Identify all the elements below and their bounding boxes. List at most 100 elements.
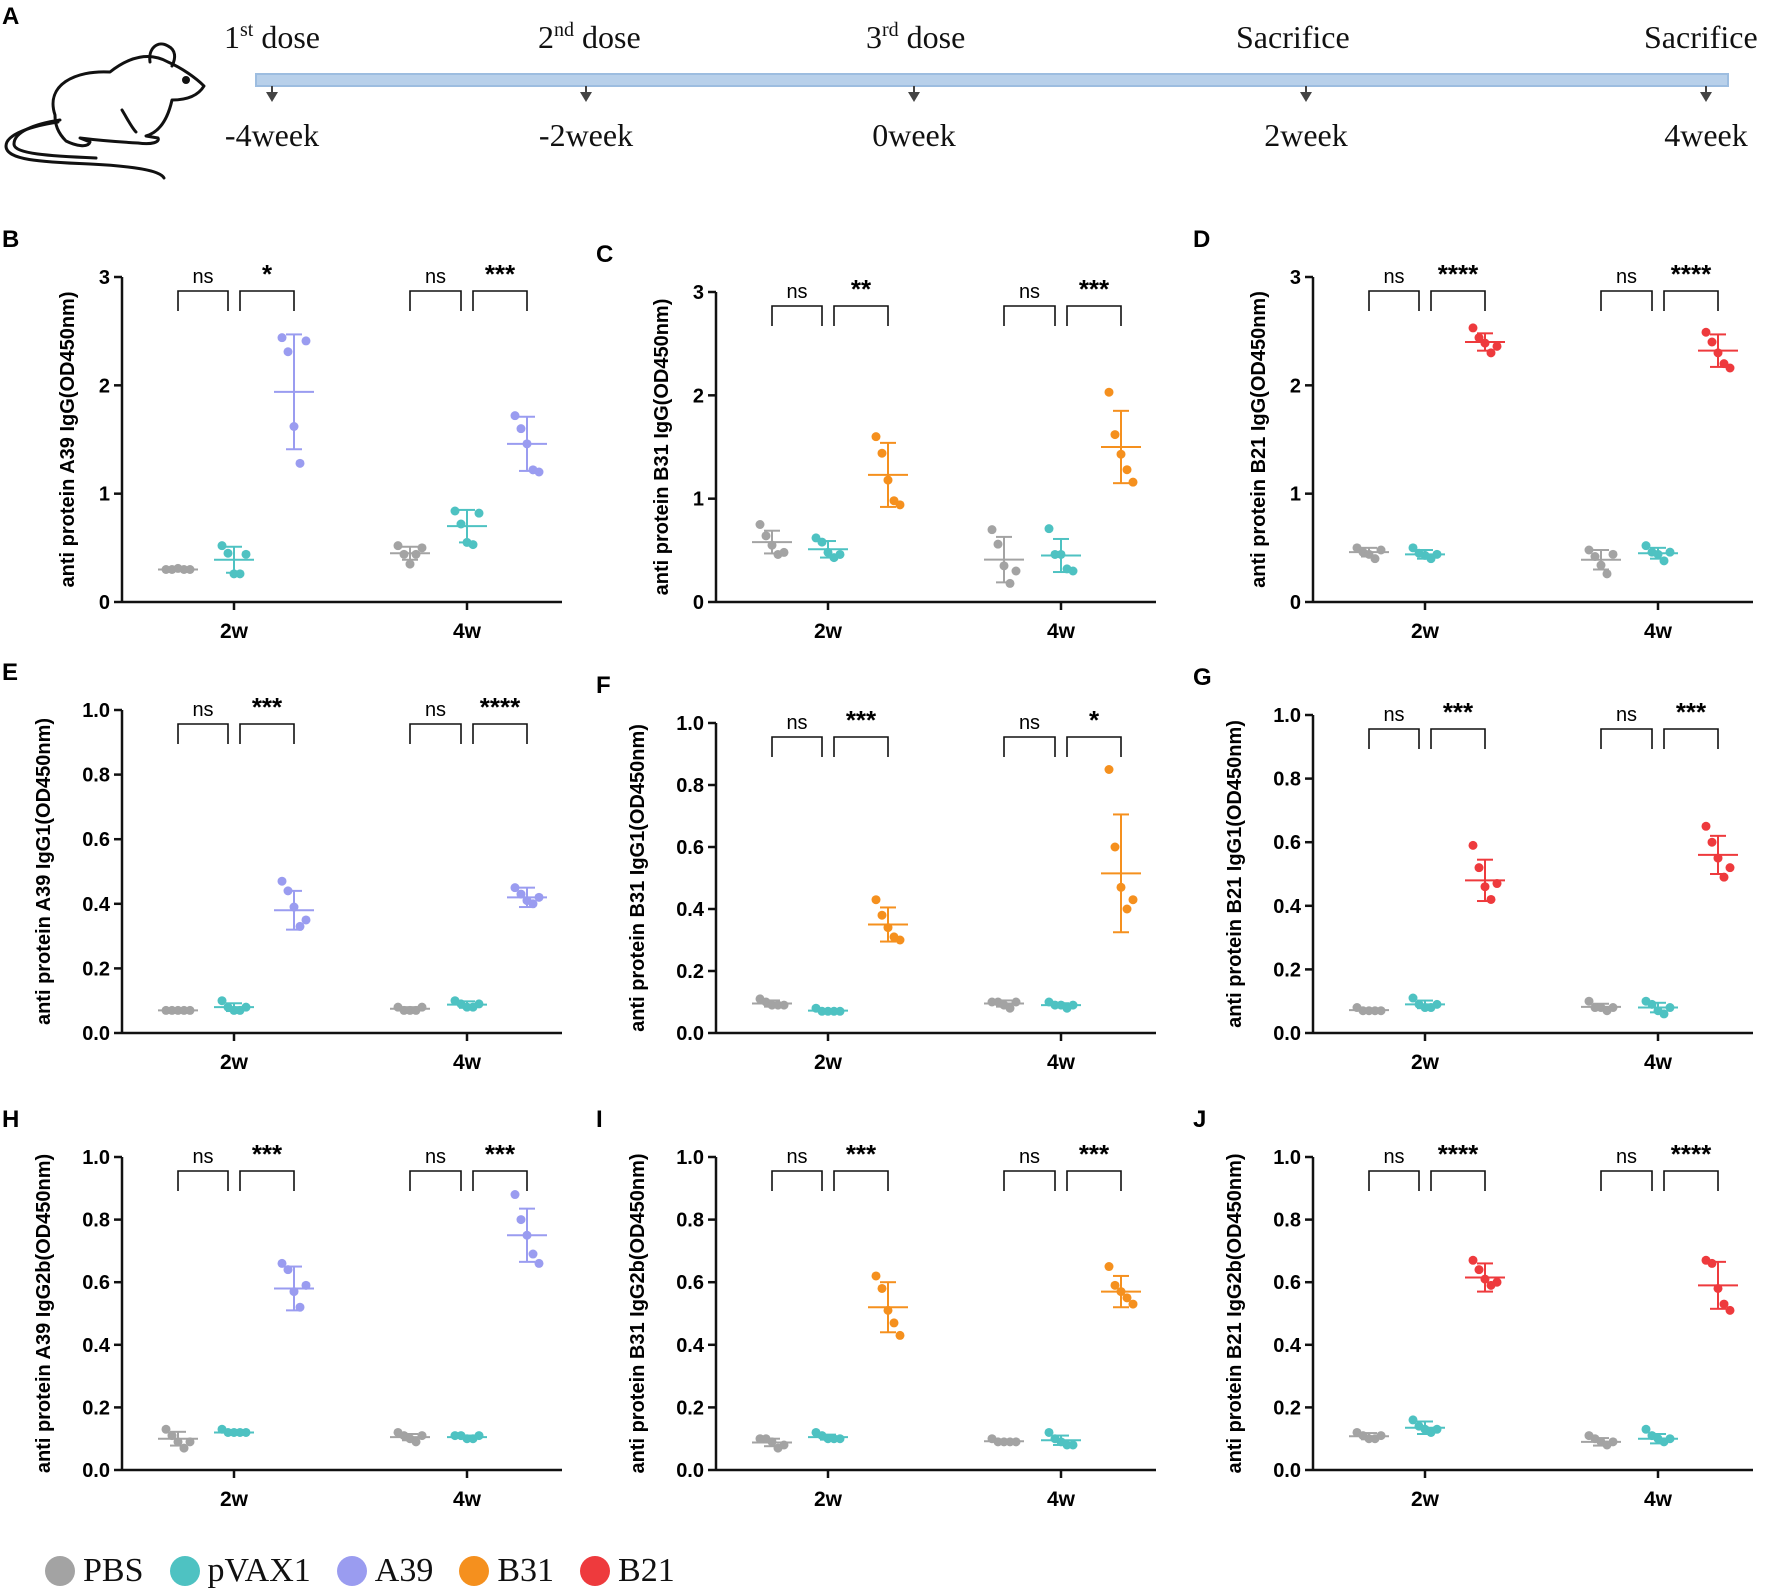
y-tick-label: 0.6 [82,829,110,851]
y-axis-label: anti protein A39 IgG2b(OD450nm) [33,1154,55,1473]
series-a39-2w [274,333,314,468]
data-point [817,537,827,547]
panel-letter: C [596,241,613,268]
series-b31-2w [868,1271,908,1340]
data-point [1056,549,1066,559]
chart-panel-d: D 0 1 2 3 anti protein B21 IgG(OD450nm) 2w 4w ns… [1193,226,1753,643]
data-point [767,1437,777,1447]
y-tick-label: 3 [693,282,704,304]
y-tick-label: 0.2 [676,961,704,983]
data-point [1068,566,1078,576]
data-point [1011,1437,1021,1447]
data-point [1011,997,1021,1007]
data-point [185,1005,195,1015]
significance-bracket [833,305,889,326]
data-point [474,508,484,518]
x-tick-label: 4w [1644,1488,1673,1511]
y-tick-label: 0.4 [1273,896,1302,918]
data-point [411,1437,421,1447]
data-point [895,500,905,510]
series-pvax1-2w [214,541,254,579]
data-point [522,1230,532,1240]
data-point [289,1287,299,1297]
y-axis-label: anti protein B31 IgG(OD450nm) [651,299,673,596]
significance-label: ns [786,281,807,303]
data-point [295,1302,305,1312]
data-point [1596,560,1606,570]
series-b31-4w [1101,765,1141,934]
timeline-week-label: -2week [539,117,633,153]
series-pbs-2w [752,520,792,559]
data-point [1122,465,1132,475]
y-tick-label: 0.6 [1273,832,1301,854]
chart-panel-f: F 0.0 0.2 0.4 0.6 0.8 1.0 anti protein B31 IgG1… [596,672,1156,1074]
significance-label: **** [1438,1139,1479,1169]
series-pbs-2w [752,994,792,1010]
significance-bracket [1003,736,1056,757]
data-point [173,1437,183,1447]
x-tick-label: 2w [1411,1051,1440,1074]
significance-label: ns [1383,704,1404,726]
data-point [1408,543,1418,553]
significance-bracket [1003,1170,1056,1191]
data-point [1492,341,1502,351]
x-tick-label: 4w [1047,620,1076,643]
y-tick-label: 0.4 [676,899,705,921]
significance-bracket [1066,736,1122,757]
significance-bracket [1368,290,1420,311]
data-point [877,448,887,458]
data-point [405,559,415,569]
series-b31-4w [1101,1262,1141,1309]
significance-label: ns [1383,266,1404,288]
significance-bracket [1368,728,1420,749]
data-point [289,422,299,431]
data-point [534,467,544,477]
data-point [1641,541,1651,551]
y-tick-label: 0 [1290,592,1301,614]
significance-label: *** [252,692,283,722]
x-tick-label: 4w [453,620,482,643]
significance-label: ns [1019,1146,1040,1168]
data-point [1486,348,1496,358]
significance-label: ** [851,274,872,304]
x-tick-label: 2w [220,1051,249,1074]
data-point [1653,549,1663,559]
data-point [301,336,311,346]
significance-bracket [177,1170,229,1191]
x-tick-label: 2w [814,1051,843,1074]
y-tick-label: 0.2 [1273,959,1301,981]
panel-letter: B [2,226,19,253]
data-point [1647,999,1657,1009]
y-tick-label: 0.8 [1273,769,1301,791]
y-tick-label: 0.0 [82,1023,110,1045]
significance-bracket [472,290,528,311]
significance-bracket [1663,290,1719,311]
data-point [1104,387,1114,397]
significance-bracket [409,723,462,744]
data-point [516,424,526,434]
data-point [779,547,789,557]
data-point [474,1431,484,1441]
significance-label: ns [192,1146,213,1168]
data-point [1701,821,1711,831]
data-point [1665,1434,1675,1444]
y-tick-label: 1 [693,489,704,511]
significance-bracket [1600,290,1653,311]
data-point [1128,1299,1138,1309]
x-tick-label: 2w [220,620,249,643]
data-point [1713,853,1723,863]
data-point [1068,1440,1078,1450]
data-point [1432,999,1442,1009]
data-point [1468,840,1478,850]
data-point [1641,1424,1651,1434]
y-tick-label: 0.6 [676,1272,704,1294]
data-point [295,921,305,931]
significance-label: *** [846,1139,877,1169]
series-pvax1-4w [447,506,487,550]
data-point [241,1002,251,1012]
x-tick-label: 2w [1411,620,1440,643]
significance-label: ns [1019,281,1040,303]
significance-bracket [239,290,295,311]
series-b21-4w [1698,327,1738,373]
series-pvax1-2w [214,1424,254,1437]
